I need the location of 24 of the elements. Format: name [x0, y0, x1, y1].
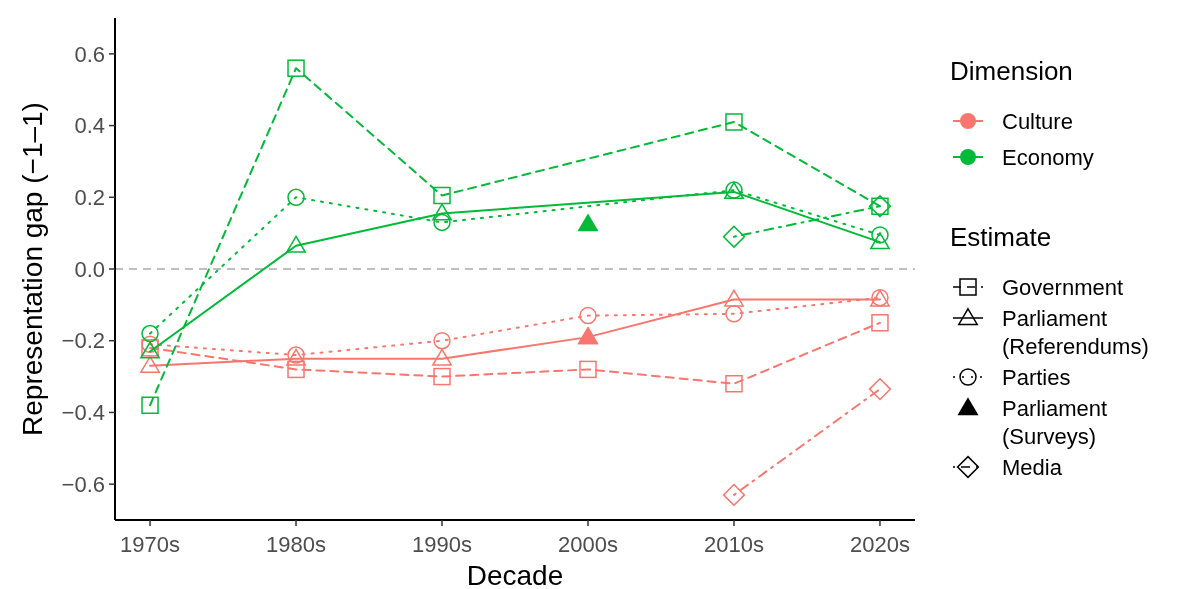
x-tick-label: 1980s: [266, 532, 326, 557]
x-axis-title: Decade: [466, 560, 564, 589]
x-tick-label: 1970s: [120, 532, 181, 557]
x-tick-label: 1990s: [412, 532, 472, 557]
text: Parties: [1002, 365, 1071, 390]
y-axis-title: Representation gap (−1–1): [17, 102, 48, 436]
text: Estimate: [950, 222, 1052, 252]
x-tick-label: 2010s: [704, 532, 764, 557]
y-tick-label: 0.6: [74, 41, 105, 67]
text: Parliament (Surveys): [1002, 396, 1108, 449]
text: Culture: [1002, 108, 1073, 134]
y-tick-label: 0.2: [74, 184, 105, 210]
y-tick-label: −0.2: [61, 328, 105, 354]
x-tick-label: 2000s: [558, 532, 618, 557]
text: Parliament (Referendums): [1002, 306, 1149, 359]
text: Economy: [1002, 144, 1094, 170]
text: Government: [1002, 275, 1124, 300]
legend-title: Dimension: [950, 56, 1073, 86]
text: Media: [1002, 455, 1063, 480]
y-tick-label: −0.4: [61, 400, 105, 426]
x-tick-label: 2020s: [849, 532, 910, 557]
y-tick-label: 0.4: [74, 113, 105, 139]
y-tick-label: 0.0: [74, 256, 105, 282]
y-tick-label: −0.6: [61, 471, 105, 497]
